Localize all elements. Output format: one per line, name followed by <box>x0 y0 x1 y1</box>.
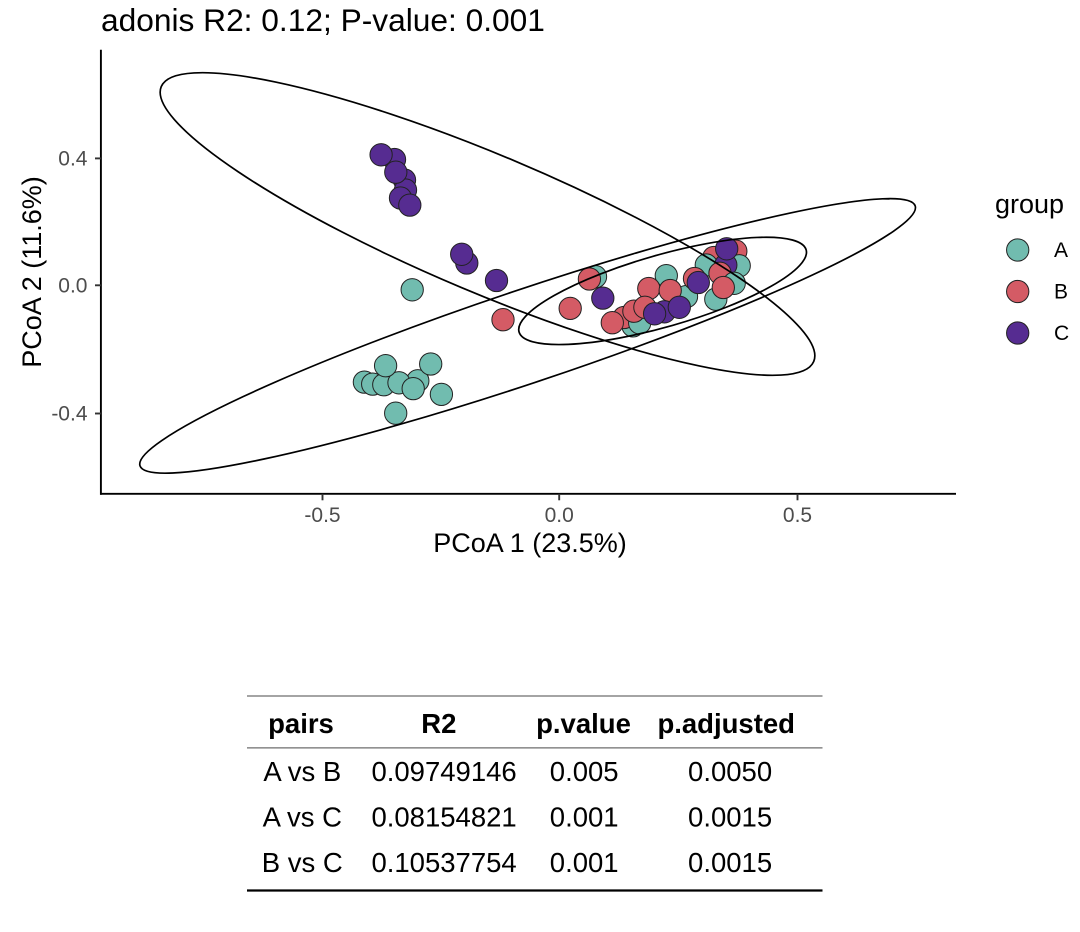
svg-text:B vs C: B vs C <box>262 847 343 878</box>
svg-text:adonis R2: 0.12; P-value: 0.00: adonis R2: 0.12; P-value: 0.001 <box>101 2 545 38</box>
svg-text:0.0: 0.0 <box>545 504 574 527</box>
svg-text:-0.5: -0.5 <box>304 504 340 527</box>
svg-text:-0.4: -0.4 <box>51 403 88 426</box>
svg-text:p.adjusted: p.adjusted <box>657 708 795 739</box>
svg-text:group: group <box>995 189 1064 219</box>
svg-text:pairs: pairs <box>268 708 334 739</box>
svg-text:0.0015: 0.0015 <box>688 847 772 878</box>
svg-text:0.4: 0.4 <box>58 148 88 171</box>
svg-text:0.005: 0.005 <box>550 756 619 787</box>
svg-text:A vs B: A vs B <box>263 756 341 787</box>
svg-text:B: B <box>1054 281 1068 304</box>
svg-text:0.08154821: 0.08154821 <box>371 801 516 832</box>
svg-text:0.10537754: 0.10537754 <box>371 847 516 878</box>
svg-text:p.value: p.value <box>536 708 631 739</box>
svg-text:0.001: 0.001 <box>550 847 619 878</box>
svg-text:0.5: 0.5 <box>783 504 812 527</box>
svg-text:0.09749146: 0.09749146 <box>371 756 516 787</box>
svg-text:PCoA 1 (23.5%): PCoA 1 (23.5%) <box>433 528 627 558</box>
svg-text:0.0: 0.0 <box>58 275 87 298</box>
svg-text:A: A <box>1054 239 1068 262</box>
svg-text:PCoA 2 (11.6%): PCoA 2 (11.6%) <box>17 176 47 368</box>
svg-text:0.0015: 0.0015 <box>688 801 772 832</box>
svg-text:0.001: 0.001 <box>550 801 619 832</box>
svg-text:C: C <box>1054 322 1069 345</box>
svg-text:0.0050: 0.0050 <box>688 756 772 787</box>
svg-text:R2: R2 <box>421 708 456 739</box>
svg-text:A vs C: A vs C <box>263 801 342 832</box>
